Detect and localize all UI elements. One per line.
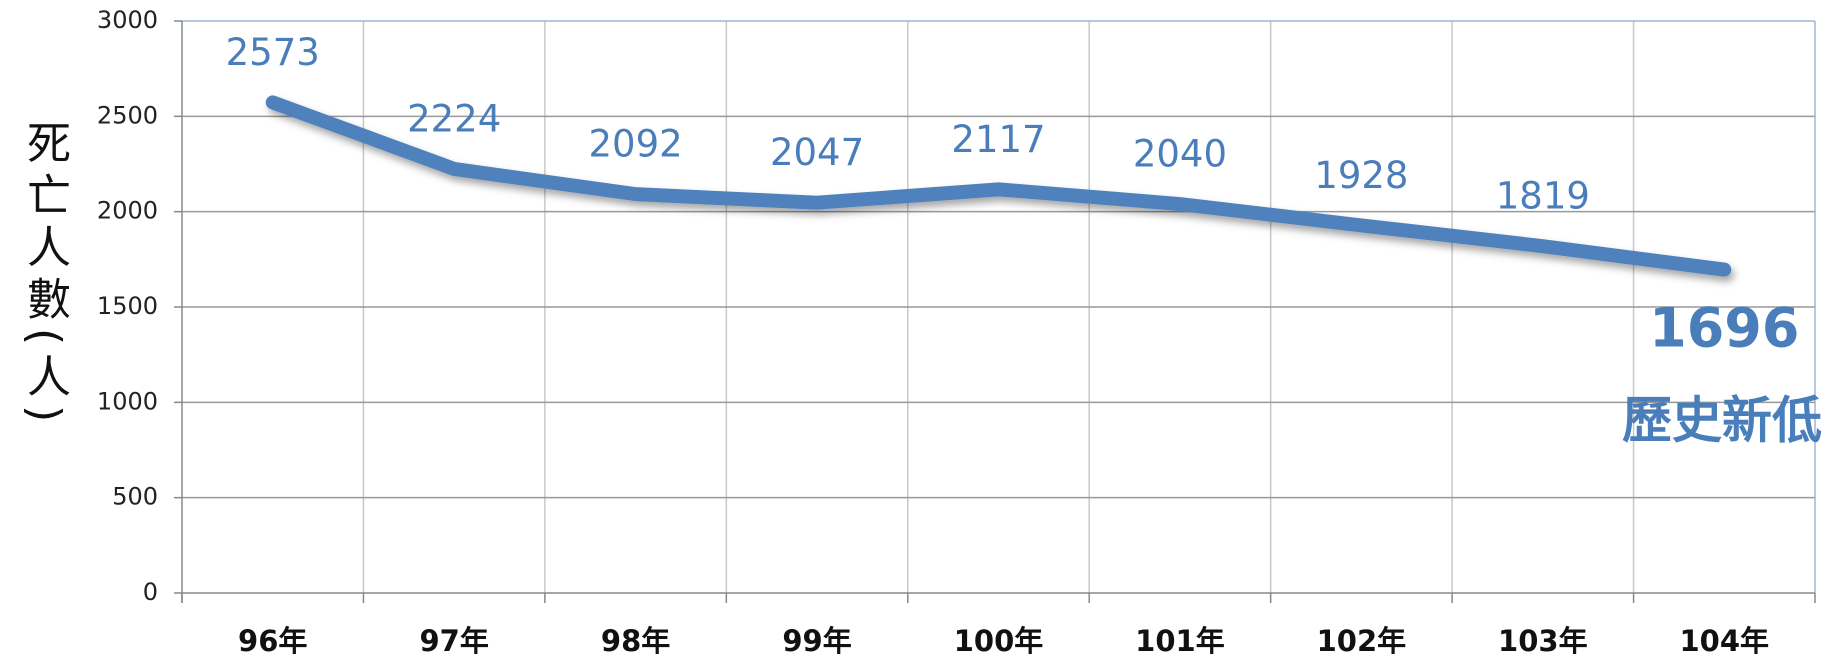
x-tick-label: 99年 <box>782 624 851 657</box>
data-label: 2047 <box>770 131 864 174</box>
y-tick-label: 2500 <box>97 101 158 129</box>
y-axis-label: 死亡人數(人) <box>19 120 70 431</box>
data-label: 2040 <box>1133 133 1227 176</box>
annotation: 歷史新低 <box>1622 392 1822 450</box>
data-label: 1696 <box>1649 296 1799 359</box>
x-tick-label: 96年 <box>238 624 307 657</box>
data-label: 2092 <box>589 123 683 166</box>
data-line <box>265 95 1732 277</box>
data-label: 1819 <box>1496 175 1590 218</box>
y-tick-label: 1000 <box>97 387 158 415</box>
data-label: 2224 <box>407 97 501 140</box>
y-tick-label: 3000 <box>97 6 158 34</box>
x-tick-label: 101年 <box>1135 624 1225 657</box>
x-tick-label: 100年 <box>954 624 1044 657</box>
x-tick-label: 103年 <box>1498 624 1588 657</box>
y-tick-label: 2000 <box>97 197 158 225</box>
x-tick-label: 97年 <box>419 624 488 657</box>
x-tick-label: 98年 <box>601 624 670 657</box>
x-tick-label: 104年 <box>1680 624 1770 657</box>
data-label: 2117 <box>951 118 1045 161</box>
y-tick-label: 0 <box>143 578 158 606</box>
data-label: 2573 <box>226 31 320 74</box>
y-tick-label: 500 <box>112 483 158 511</box>
x-tick-label: 102年 <box>1317 624 1407 657</box>
y-tick-label: 1500 <box>97 292 158 320</box>
data-label: 1928 <box>1314 154 1408 197</box>
